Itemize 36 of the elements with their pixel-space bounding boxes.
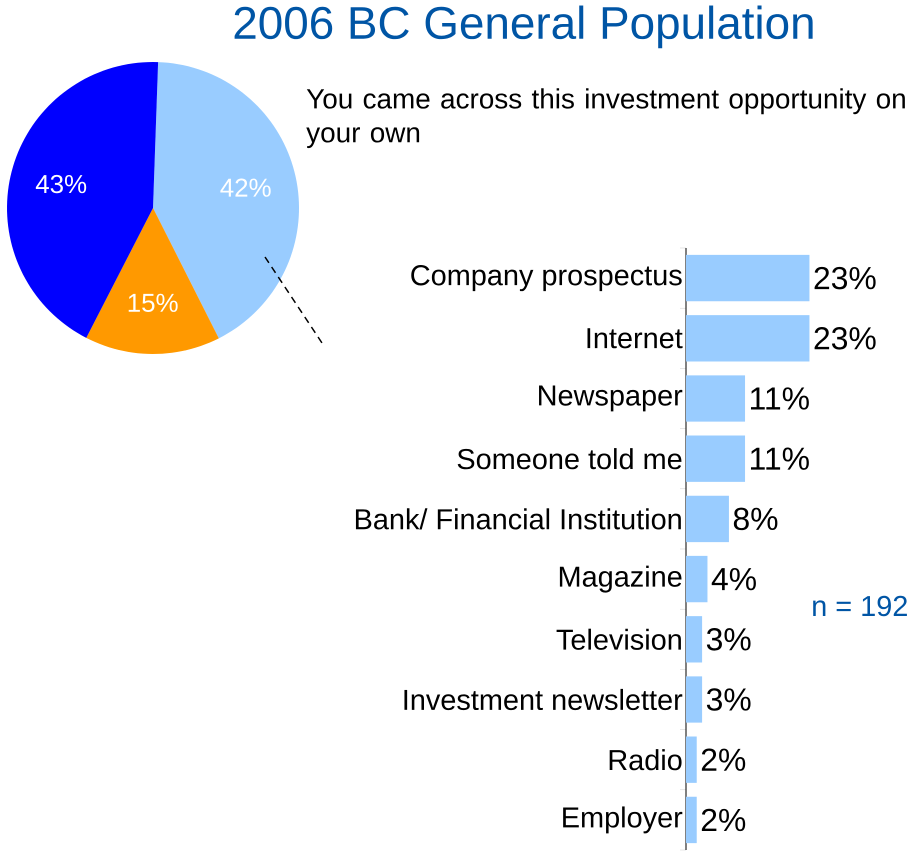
data-label: 3%	[706, 688, 751, 711]
data-label: 11%	[750, 387, 809, 410]
y-tick-label: Radio	[610, 749, 682, 770]
bar	[686, 436, 746, 482]
bar	[686, 496, 729, 542]
data-label: 23%	[814, 327, 876, 350]
y-tick-label: Employer	[563, 806, 682, 834]
y-tick-label: Bank/ Financial Institution	[356, 508, 681, 530]
data-label: 43%	[36, 174, 86, 194]
bar	[686, 375, 746, 422]
bar	[686, 676, 702, 723]
data-label: 23%	[814, 266, 876, 290]
bar	[686, 736, 697, 783]
bar	[686, 254, 810, 302]
bar	[686, 556, 708, 602]
data-label: 4%	[712, 568, 756, 590]
y-tick-label: Someone told me	[458, 448, 682, 470]
data-label: 2%	[702, 808, 746, 832]
bar	[686, 796, 697, 844]
y-tick-label: Investment newsletter	[404, 688, 682, 710]
y-tick-label: Newspaper	[539, 386, 682, 412]
y-tick-label: Internet	[587, 328, 683, 348]
data-label: 2%	[702, 748, 746, 771]
y-tick-label: Company prospectus	[411, 265, 682, 292]
y-tick-label: Television	[556, 628, 681, 650]
y-tick-label: Magazine	[560, 566, 682, 593]
data-label: 42%	[220, 178, 271, 197]
chart-title: You came across this investment opportunity on your own	[306, 88, 905, 148]
bar	[686, 616, 702, 662]
data-label: 11%	[750, 448, 809, 470]
bar	[686, 315, 810, 362]
data-label: 3%	[706, 628, 751, 651]
data-label: 15%	[128, 294, 178, 312]
text: 2006 BC General Population	[234, 6, 813, 48]
data-label: 8%	[734, 508, 778, 530]
text: n = 192	[813, 596, 907, 616]
